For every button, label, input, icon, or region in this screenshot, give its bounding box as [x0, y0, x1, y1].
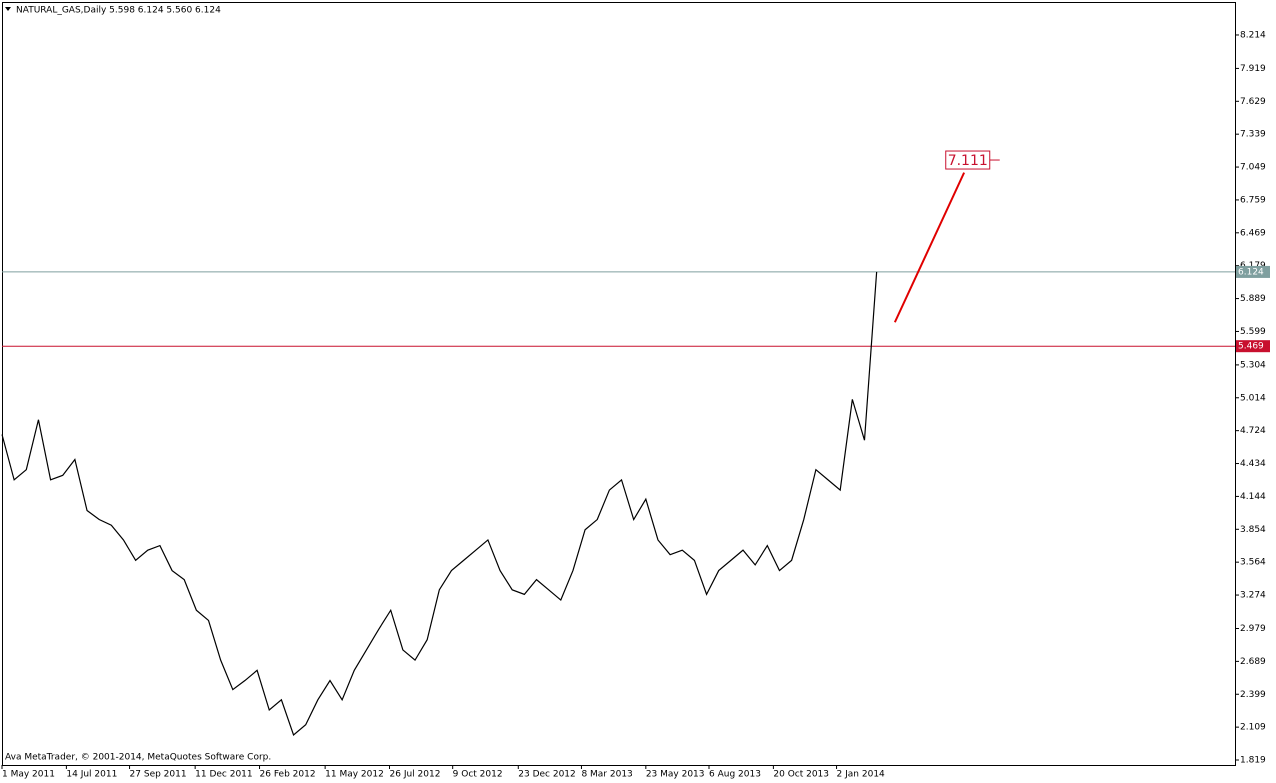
- x-tick-label: 14 Jul 2011: [66, 770, 117, 780]
- chart-title: NATURAL_GAS,Daily 5.598 6.124 5.560 6.12…: [16, 6, 221, 16]
- y-tick-label: 2.689: [1240, 657, 1266, 667]
- y-tick-label: 3.564: [1240, 558, 1266, 568]
- y-tick-label: 5.599: [1240, 327, 1266, 337]
- x-tick-label: 9 Oct 2012: [453, 770, 503, 780]
- y-tick-label: 2.109: [1240, 723, 1266, 733]
- price-label-box: [1236, 340, 1270, 353]
- y-tick-label: 3.854: [1240, 525, 1266, 535]
- y-tick-label: 6.759: [1240, 195, 1266, 205]
- price-line-series: [1, 271, 878, 736]
- y-tick-label: 5.014: [1240, 393, 1266, 403]
- annotation-text: 7.111: [948, 153, 988, 169]
- y-tick-label: 3.274: [1240, 591, 1266, 601]
- trend-arrow: [893, 172, 966, 323]
- price-label: 5.469: [1238, 342, 1264, 352]
- y-tick-label: 5.889: [1240, 294, 1266, 304]
- x-tick-label: 2 Jan 2014: [837, 770, 885, 780]
- x-tick-label: 26 Feb 2012: [260, 770, 316, 780]
- y-tick-label: 8.214: [1240, 30, 1266, 40]
- y-tick-label: 6.469: [1240, 228, 1266, 238]
- x-tick-label: 20 Oct 2013: [773, 770, 829, 780]
- y-tick-label: 1.819: [1240, 756, 1266, 766]
- x-tick-label: 26 Jul 2012: [390, 770, 441, 780]
- x-tick-label: 1 May 2011: [2, 770, 55, 780]
- y-tick-label: 7.049: [1240, 163, 1266, 173]
- y-tick-label: 2.979: [1240, 624, 1266, 634]
- plot-frame: [2, 2, 1236, 766]
- y-tick-label: 7.919: [1240, 64, 1266, 74]
- menu-arrow[interactable]: [5, 7, 11, 11]
- x-tick-label: 11 May 2012: [325, 770, 384, 780]
- x-tick-label: 6 Aug 2013: [709, 770, 761, 780]
- y-tick-label: 4.434: [1240, 459, 1266, 469]
- x-tick-label: 11 Dec 2011: [195, 770, 253, 780]
- y-tick-label: 4.144: [1240, 492, 1266, 502]
- footer: Ava MetaTrader, © 2001-2014, MetaQuotes …: [5, 753, 271, 763]
- y-tick-label: 7.629: [1240, 97, 1266, 107]
- y-tick-label: 2.399: [1240, 690, 1266, 700]
- x-tick-label: 8 Mar 2013: [581, 770, 632, 780]
- y-tick-label: 4.724: [1240, 426, 1266, 436]
- y-tick-label: 5.304: [1240, 360, 1266, 370]
- price-label-box: [1236, 265, 1270, 278]
- y-tick-label: 7.339: [1240, 130, 1266, 140]
- x-tick-label: 23 May 2013: [646, 770, 705, 780]
- price-label: 6.124: [1238, 267, 1264, 277]
- x-tick-label: 27 Sep 2011: [130, 770, 187, 780]
- x-tick-label: 23 Dec 2012: [518, 770, 576, 780]
